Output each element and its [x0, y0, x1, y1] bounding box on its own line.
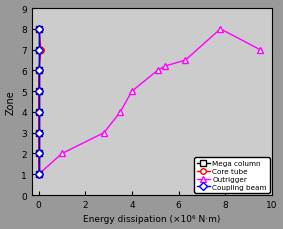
Legend: Mega column, Core tube, Outrigger, Coupling beam: Mega column, Core tube, Outrigger, Coupl…: [194, 158, 269, 193]
X-axis label: Energy dissipation (×10⁶ N·m): Energy dissipation (×10⁶ N·m): [83, 215, 220, 224]
Y-axis label: Zone: Zone: [6, 90, 16, 114]
